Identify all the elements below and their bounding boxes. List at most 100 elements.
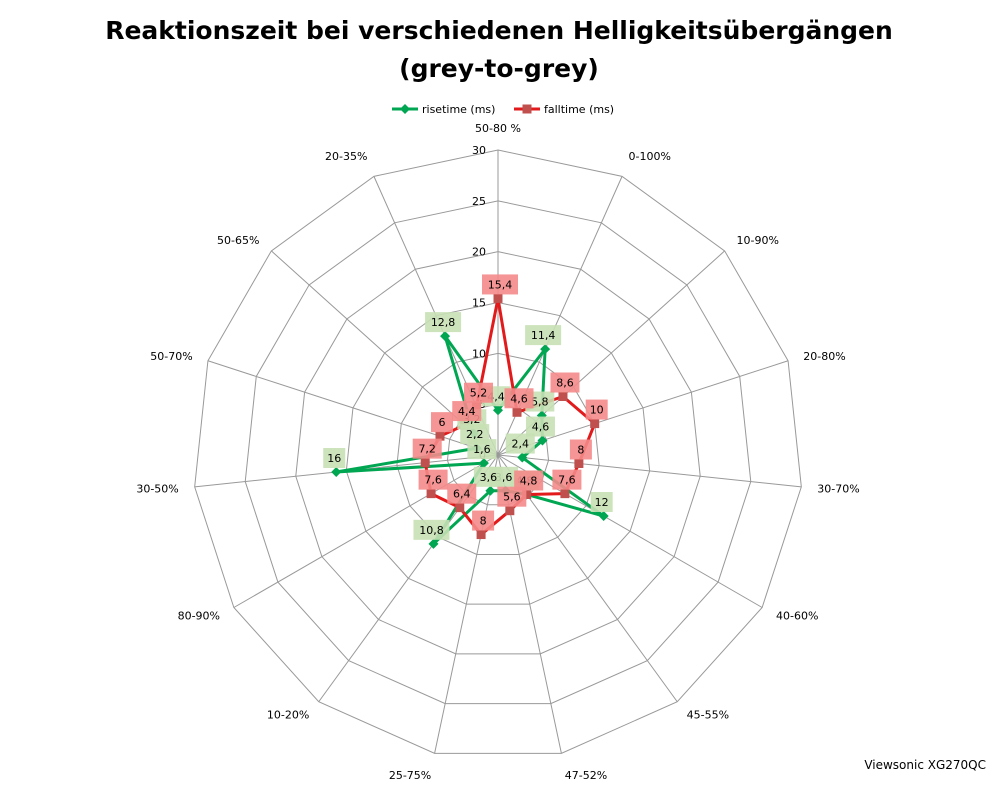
category-label: 40-60%: [776, 610, 818, 623]
legend-item-falltime: falltime (ms): [514, 103, 614, 116]
data-label-box: [504, 388, 534, 409]
category-label: 20-35%: [325, 150, 367, 163]
category-label: 25-75%: [389, 769, 431, 782]
grid-ring: [194, 149, 802, 754]
data-point-marker: [512, 407, 522, 417]
data-label: 5,2: [463, 382, 493, 403]
category-label: 50-65%: [217, 234, 259, 247]
grid-ring: [244, 200, 752, 705]
data-label-box: [467, 439, 497, 460]
data-point-marker: [558, 391, 568, 401]
radial-tick-label: 10: [472, 347, 486, 360]
data-point-marker: [522, 489, 532, 499]
legend-label: risetime (ms): [422, 103, 495, 116]
category-labels: 50-80 % 0-100% 10-90% 20-80% 30-70% 40-60% 45-…: [136, 122, 859, 782]
category-label: 0-100%: [629, 150, 671, 163]
data-label-box: [585, 399, 608, 420]
category-label: 10-90%: [737, 234, 779, 247]
data-point-marker: [493, 293, 503, 303]
data-label-text: 2,2: [466, 428, 484, 441]
data-label-text: 6: [438, 416, 445, 429]
grid-spoke: [497, 454, 802, 488]
data-point-marker: [440, 331, 451, 342]
data-label-text: 5,8: [531, 396, 549, 409]
data-label-text: 4,6: [510, 392, 528, 405]
data-label-text: 11,4: [531, 329, 556, 342]
data-label: 3,6: [473, 466, 503, 487]
data-label-text: 3,6: [480, 471, 498, 484]
category-label: 30-50%: [136, 483, 178, 496]
data-label: 7,6: [418, 469, 448, 490]
data-point-marker: [420, 458, 430, 468]
data-label-text: 15,4: [488, 278, 513, 291]
grid-spoke: [434, 454, 499, 754]
category-label: 47-52%: [565, 769, 607, 782]
data-point-marker: [478, 458, 489, 469]
data-label: 1,6: [467, 439, 497, 460]
chart-title-line-1: Reaktionszeit bei verschiedenen Helligke…: [105, 16, 893, 45]
data-label: 16: [323, 448, 346, 469]
data-label-text: 8: [577, 444, 584, 457]
data-point-marker: [574, 459, 584, 469]
data-label-box: [590, 492, 613, 512]
data-label: 2,4: [505, 433, 535, 454]
grid-ring: [295, 251, 701, 655]
data-label: 7,2: [412, 438, 442, 459]
data-label-box: [418, 469, 448, 490]
legend-swatch-marker: [522, 104, 532, 114]
data-label: 8: [569, 439, 592, 460]
data-point-marker: [485, 485, 496, 496]
category-label: 45-55%: [687, 709, 729, 722]
data-label-text: 6,4: [453, 488, 471, 501]
data-label-text: 5,2: [470, 387, 488, 400]
data-label-box: [452, 401, 482, 422]
category-label: 80-90%: [178, 610, 220, 623]
data-label-box: [525, 325, 562, 346]
data-label-box: [505, 433, 535, 454]
data-label-text: 10: [590, 404, 604, 417]
data-label: 4,8: [514, 470, 544, 491]
data-label: 6: [430, 412, 453, 433]
data-point-marker: [426, 489, 436, 499]
data-label-text: 4,8: [520, 474, 538, 487]
legend: risetime (ms) falltime (ms): [392, 103, 614, 116]
data-label-box: [514, 470, 544, 491]
data-label: 15,4: [482, 274, 518, 295]
grid-spoke: [207, 360, 499, 456]
data-label-text: 8: [480, 515, 487, 528]
data-point-marker: [476, 530, 486, 540]
data-label-box: [552, 469, 582, 490]
data-label-text: 7,2: [418, 443, 436, 456]
data-label: 7,6: [552, 469, 582, 490]
data-point-marker: [560, 489, 570, 499]
category-label: 50-80 %: [475, 122, 521, 135]
data-point-marker: [537, 435, 548, 446]
data-label-box: [412, 438, 442, 459]
data-label: 12: [590, 492, 613, 512]
data-label-box: [569, 439, 592, 460]
data-label-text: 10,8: [419, 524, 444, 537]
data-label: 10,8: [413, 519, 450, 540]
data-label: 11,4: [525, 325, 562, 346]
data-label: 10: [585, 399, 608, 420]
data-label-text: 4,4: [458, 405, 476, 418]
data-label: 5,6: [497, 486, 527, 507]
chart-title: Reaktionszeit bei verschiedenen Helligke…: [0, 12, 998, 88]
legend-item-risetime: risetime (ms): [392, 103, 495, 116]
data-point-marker: [590, 419, 600, 429]
data-point-marker: [493, 405, 503, 416]
data-label-box: [430, 412, 453, 433]
category-label: 50-70%: [150, 350, 192, 363]
data-label-box: [473, 466, 503, 487]
data-labels: 4,411,45,84,62,4124,83,63,610,81,6162,23…: [323, 274, 613, 540]
data-label-box: [472, 510, 495, 531]
data-label-text: 5,6: [503, 491, 521, 504]
radial-tick-label: 25: [472, 195, 486, 208]
data-label-text: 7,6: [558, 474, 576, 487]
radar-grid: [194, 149, 802, 754]
radial-tick-label: 30: [472, 144, 486, 157]
data-label-text: 7,6: [424, 474, 442, 487]
data-label: 4,6: [504, 388, 534, 409]
data-label-text: 2,4: [512, 438, 530, 451]
